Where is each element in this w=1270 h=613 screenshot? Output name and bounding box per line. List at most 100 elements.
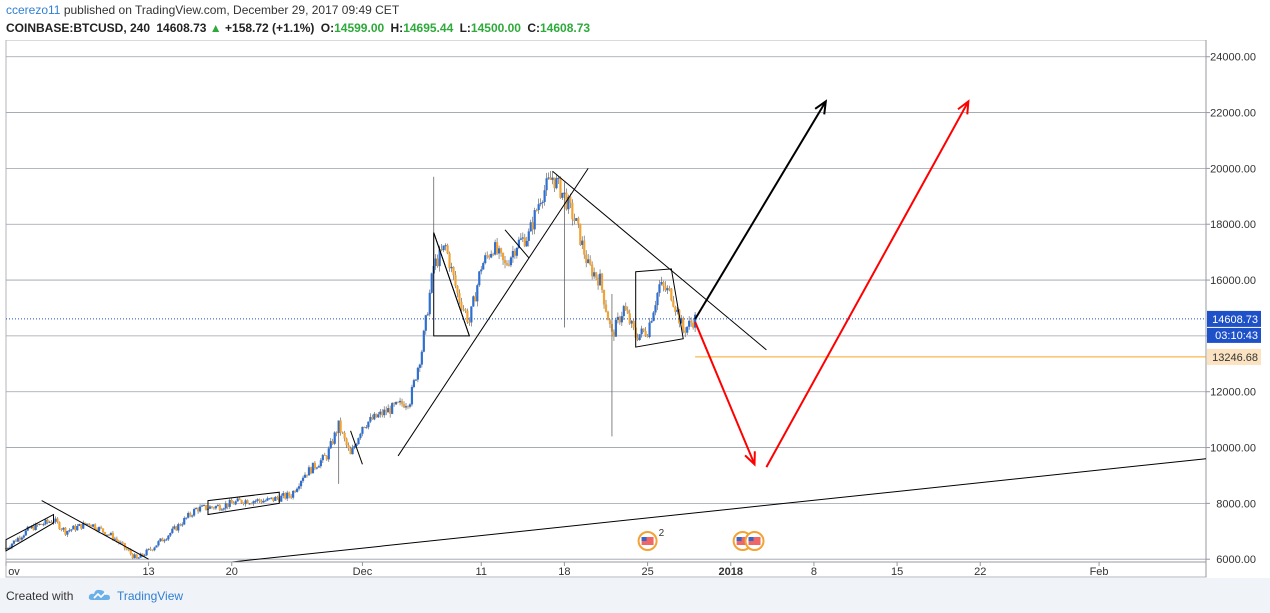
candle-body-222 [444,245,447,247]
candle-body-184 [369,416,372,422]
price-label-22000: 22000.00 [1210,108,1256,120]
candle-body-242 [484,255,487,264]
candle-body-117 [236,498,239,502]
candle-body-341 [680,318,683,324]
candle-body-211 [422,330,425,352]
candle-body-105 [212,507,216,509]
candle-body-333 [664,286,667,291]
candle-body-7 [18,537,21,540]
tradingview-cloud-icon [88,589,110,600]
candle-body-207 [414,379,418,381]
tradingview-link[interactable]: TradingView [117,589,184,603]
candle-body-169 [339,420,342,433]
candle-body-130 [262,500,265,503]
candle-body-25 [54,518,57,522]
candle-body-244 [488,255,491,258]
candle-body-66 [135,554,138,559]
candle-body-313 [624,306,627,311]
candle-body-96 [194,508,198,510]
candle-body-190 [381,411,384,416]
price-chart[interactable]: 6000.008000.0010000.0012000.0014000.0016… [0,40,1270,578]
candle-body-74 [151,549,154,551]
candle-body-327 [652,312,655,322]
candle-body-112 [226,503,229,507]
candle-body-162 [325,455,328,460]
price-label-20000: 20000.00 [1210,163,1256,175]
candle-body-299 [596,277,600,286]
candle-body-156 [313,462,317,469]
candle-body-281 [561,192,564,198]
candle-body-88 [179,524,182,526]
candle-body-339 [676,309,679,312]
candle-body-139 [280,495,283,502]
candle-body-231 [462,309,465,311]
candle-body-348 [694,314,697,328]
event-markers: 2 [637,528,765,551]
candle-body-309 [616,316,619,320]
candle-body-59 [121,542,124,544]
candle-body-35 [74,525,77,531]
candle-body-18 [40,523,43,525]
candle-body-205 [410,387,414,405]
candle-body-218 [436,258,439,267]
candle-body-44 [92,524,95,527]
candle-body-111 [224,503,227,509]
candle-body-254 [507,264,511,266]
candle-body-72 [147,548,150,550]
candle-body-76 [155,545,158,548]
candle-body-253 [505,263,509,265]
candle-body-85 [173,526,176,529]
candle-body-113 [228,499,231,507]
candle-body-52 [107,534,111,536]
low-label: L: [459,21,471,35]
candle-body-32 [68,530,71,532]
arrow-shaft-1 [694,321,756,465]
candle-body-246 [492,253,495,255]
trendline-6 [504,229,530,259]
candle-body-170 [341,432,344,434]
time-label-13: 13 [142,566,154,578]
candle-body-219 [438,249,441,267]
time-label-11: 11 [476,566,487,578]
candle-body-101 [204,505,208,510]
candle-body-31 [66,531,69,535]
time-label-Dec: Dec [353,566,373,578]
candle-body-296 [591,264,594,277]
time-label-Feb: Feb [1090,566,1109,578]
candle-body-38 [80,524,83,529]
candle-body-92 [187,513,190,518]
candle-body-237 [474,296,477,302]
candle-body-47 [97,527,101,531]
arrow-shaft-2 [765,100,970,468]
candle-body-134 [270,497,273,499]
candle-body-172 [345,438,348,446]
candle-body-145 [292,491,295,498]
arrow-shaft-0 [694,100,827,320]
candle-body-40 [84,522,87,525]
candle-body-201 [402,404,406,408]
candle-body-233 [466,310,469,322]
candle-body-37 [78,524,81,526]
up-triangle-icon: ▲ [209,21,222,35]
candle-body-259 [517,239,520,249]
candle-body-278 [555,178,558,189]
trendline-2 [231,458,1207,563]
candle-body-9 [22,535,25,538]
candle-body-118 [238,498,241,501]
candle-body-158 [317,466,320,468]
candle-body-215 [430,273,433,293]
candle-body-42 [88,523,91,525]
candle-body-334 [666,288,669,291]
candle-body-323 [644,330,647,336]
candle-body-175 [351,448,354,455]
candle-body-127 [256,499,259,501]
candle-body-321 [640,328,643,335]
candle-body-263 [525,240,528,247]
candle-body-83 [169,532,172,536]
candle-body-157 [315,467,318,469]
low-value: 14500.00 [470,21,521,35]
candle-body-293 [585,254,588,264]
channel-3 [433,232,471,337]
author-link[interactable]: ccerezo11 [6,3,61,17]
time-label-18: 18 [558,566,570,578]
